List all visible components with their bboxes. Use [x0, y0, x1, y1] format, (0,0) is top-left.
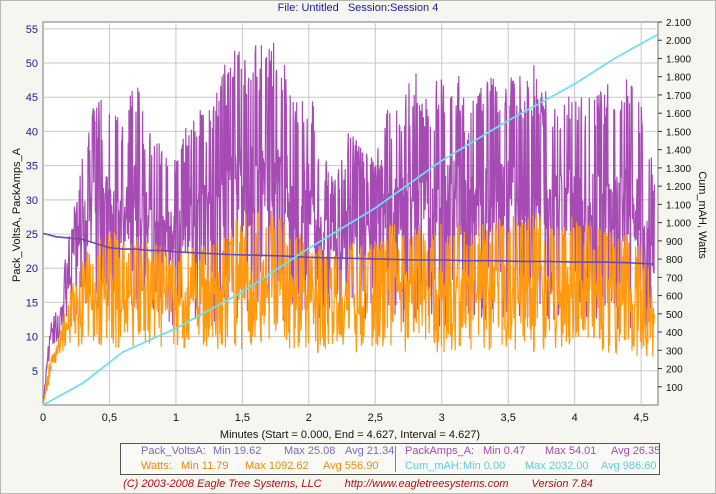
series-pack-volts-line — [42, 232, 655, 265]
y-right-tick-label: 2.100 — [666, 18, 691, 29]
website-link[interactable]: http://www.eagletreesystems.com — [344, 478, 509, 490]
y-left-tick-label: 35 — [26, 161, 38, 173]
axis-ticks: 0 0,5 1 1,5 2 2,5 3 3,5 4 4,5 5 10 15 20 25 30 35 40 45 50 5… — [26, 18, 692, 424]
y-right-tick-label: 1.200 — [666, 182, 691, 193]
x-tick-label: 0 — [40, 412, 46, 424]
y-right-tick-label: 400 — [666, 328, 683, 339]
y-left-tick-label: 10 — [26, 332, 38, 344]
x-tick-label: 2 — [306, 412, 312, 424]
legend-pack-volts-min: Min 19.62 — [213, 445, 262, 457]
chart-footer: (C) 2003-2008 Eagle Tree Systems, LLC ht… — [0, 478, 716, 490]
x-tick-label: 4 — [572, 412, 578, 424]
series-pack-amps-line — [42, 42, 656, 406]
legend-pack-amps-name: PackAmps_A: — [405, 445, 475, 457]
legend-pack-amps-min: Min 0.47 — [483, 445, 526, 457]
y-right-tick-label: 800 — [666, 255, 683, 266]
y-right-tick-label: 1.300 — [666, 164, 691, 175]
y-left-tick-label: 40 — [26, 126, 38, 138]
y-right-tick-label: 200 — [666, 365, 683, 376]
legend-divider — [395, 446, 396, 472]
legend-watts-min: Min 11.79 — [181, 460, 229, 472]
x-tick-label: 1 — [173, 412, 179, 424]
chart-header: File: Untitled Session:Session 4 — [0, 2, 716, 14]
y-right-tick-label: 1.000 — [666, 219, 691, 230]
legend-watts-max: Max 1092.62 — [245, 460, 309, 472]
x-axis-title: Minutes (Start = 0.000, End = 4.627, Int… — [220, 429, 480, 441]
legend-pack-amps-avg: Avg 26.35 — [611, 445, 661, 457]
y-right-tick-label: 1.700 — [666, 91, 691, 102]
y-right-tick-label: 1.800 — [666, 73, 691, 84]
chart-legend: Pack_VoltsA: Min 19.62 Max 25.08 Avg 21.… — [120, 443, 660, 475]
legend-pack-volts-max: Max 25.08 — [284, 445, 336, 457]
y-left-tick-label: 55 — [26, 24, 38, 36]
x-tick-label: 0,5 — [102, 412, 117, 424]
legend-cum-mah-avg: Avg 986.60 — [601, 460, 657, 472]
legend-watts-name: Watts: — [141, 460, 172, 472]
y-right-tick-label: 1.100 — [666, 200, 691, 211]
legend-cum-mah-min: Min 0.00 — [463, 460, 506, 472]
x-tick-label: 2,5 — [368, 412, 383, 424]
copyright-text: (C) 2003-2008 Eagle Tree Systems, LLC — [123, 478, 322, 490]
legend-pack-volts-name: Pack_VoltsA: — [141, 445, 206, 457]
y-left-tick-label: 20 — [26, 263, 38, 275]
y-left-tick-label: 5 — [32, 366, 38, 378]
y-right-tick-label: 1.500 — [666, 127, 691, 138]
y-right-tick-label: 900 — [666, 237, 683, 248]
y-left-tick-label: 50 — [26, 58, 38, 70]
x-tick-label: 3,5 — [501, 412, 516, 424]
y-right-tick-label: 100 — [666, 383, 683, 394]
y-right-tick-label: 2.000 — [666, 36, 691, 47]
series-layer — [42, 33, 659, 406]
y-right-tick-label: 700 — [666, 273, 683, 284]
legend-watts-avg: Avg 556.90 — [323, 460, 379, 472]
y-left-tick-label: 25 — [26, 229, 38, 241]
y-right-axis-title: Cum_mAH, Watts — [696, 171, 708, 259]
y-right-tick-label: 1.400 — [666, 146, 691, 157]
y-right-tick-label: 1.600 — [666, 109, 691, 120]
y-left-tick-label: 45 — [26, 92, 38, 104]
x-tick-label: 3 — [439, 412, 445, 424]
legend-cum-mah-name: Cum_mAH: — [405, 460, 462, 472]
legend-pack-amps-max: Max 54.01 — [545, 445, 597, 457]
series-cum-mah-line — [42, 33, 659, 406]
legend-pack-volts-avg: Avg 21.34 — [345, 445, 395, 457]
x-tick-label: 4,5 — [633, 412, 648, 424]
y-left-tick-label: 15 — [26, 297, 38, 309]
legend-cum-mah-max: Max 2032.00 — [525, 460, 589, 472]
y-right-tick-label: 500 — [666, 310, 683, 321]
series-watts-line — [42, 210, 655, 406]
version-text: Version 7.84 — [531, 478, 593, 490]
y-left-axis-title: Pack_VoltsA, PackAmps_A — [11, 147, 23, 282]
file-label: File: Untitled — [277, 2, 339, 14]
x-tick-label: 1,5 — [235, 412, 250, 424]
y-right-tick-label: 1.900 — [666, 54, 691, 65]
session-label: Session:Session 4 — [347, 2, 439, 14]
y-left-tick-label: 30 — [26, 195, 38, 207]
y-right-tick-label: 600 — [666, 292, 683, 303]
y-right-tick-label: 300 — [666, 346, 683, 357]
